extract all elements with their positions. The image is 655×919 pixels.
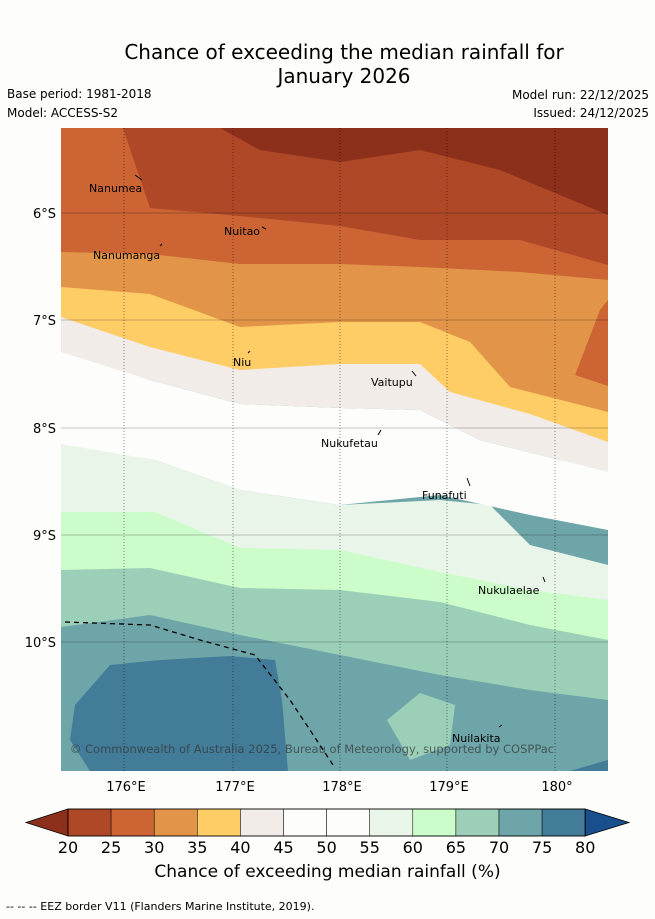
place-label-nukufetau: Nukufetau: [321, 437, 378, 450]
title-line-2: January 2026: [277, 64, 411, 88]
colorbar-segment: [283, 808, 327, 837]
contour-band-75-80: [70, 656, 288, 771]
longitude-label: 177°E: [215, 780, 255, 795]
chart-title: Chance of exceeding the median rainfall …: [0, 40, 655, 88]
latitude-label: 10°S: [25, 636, 56, 651]
latitude-label: 9°S: [33, 529, 56, 544]
colorbar-tick-label: 50: [316, 838, 336, 857]
colorbar-tick-label: 75: [532, 838, 552, 857]
colorbar-tick-label: 25: [101, 838, 121, 857]
colorbar-segment: [326, 808, 370, 837]
contour-band-30-35: [61, 250, 608, 412]
island-mark: [542, 576, 546, 583]
colorbar-segment: [110, 808, 155, 837]
contour-band-65-70: [61, 566, 608, 700]
island-mark: [466, 477, 471, 487]
colorbar-segment: [412, 808, 457, 837]
model-run: Model run: 22/12/2025: [511, 88, 649, 102]
colorbar-tick-label: 30: [144, 838, 164, 857]
colorbar-segment: [498, 808, 543, 837]
base-period: Base period: 1981-2018: [7, 87, 152, 101]
graticule: [61, 128, 608, 771]
issued-date: Issued: 24/12/2025: [533, 106, 649, 120]
contour-band-40-45: [61, 315, 608, 472]
latitude-label: 6°S: [33, 207, 56, 222]
colorbar-tick-label: 45: [273, 838, 293, 857]
colorbar-tick-label: 20: [58, 838, 78, 857]
island-mark: [411, 370, 417, 377]
place-label-nanumanga: Nanumanga: [93, 249, 160, 262]
longitude-label: 178°E: [322, 780, 362, 795]
place-label-nuitao: Nuitao: [224, 225, 260, 238]
island-marks: [134, 174, 546, 728]
place-label-nukulaelae: Nukulaelae: [478, 584, 540, 597]
contour-band-75-80-corner: [570, 760, 608, 771]
colorbar-tick-label: 60: [403, 838, 423, 857]
contour-band-35-40: [61, 285, 608, 442]
axis-labels: 6°S 7°S 8°S 9°S 10°S 176°E 177°E 178°E 179°E 180°: [25, 207, 573, 795]
colorbar-tick-label: 55: [360, 838, 380, 857]
eez-border: [64, 621, 336, 769]
contour-fills: [61, 128, 608, 771]
colorbar-segment: [153, 808, 198, 837]
longitude-label: 180°: [541, 780, 572, 795]
latitude-label: 8°S: [33, 422, 56, 437]
colorbar-segment: [369, 808, 414, 837]
place-label-niu: Niu: [233, 356, 251, 369]
colorbar-outline: [67, 808, 586, 837]
model-name: Model: ACCESS-S2: [7, 106, 119, 120]
place-label-funafuti: Funafuti: [422, 489, 467, 502]
colorbar-segment: [197, 808, 241, 837]
longitude-label: 179°E: [429, 780, 469, 795]
island-mark: [498, 724, 503, 728]
colorbar-tick-label: 65: [446, 838, 466, 857]
island-mark: [134, 174, 143, 181]
title-line-1: Chance of exceeding the median rainfall …: [124, 40, 564, 64]
colorbar-segment: [240, 808, 284, 837]
colorbar-tick-label: 80: [575, 838, 595, 857]
copyright-notice: © Commonwealth of Australia 2025, Bureau…: [70, 742, 554, 756]
place-label-nuilakita: Nuilakita: [452, 732, 501, 745]
colorbar: 20 25 30 35 40 45 50 55 60 65 70 75 80: [24, 808, 631, 857]
contour-band-25-30-east: [575, 300, 608, 386]
colorbar-tick-label: 40: [230, 838, 250, 857]
place-labels: Nanumea Nuitao Nanumanga Niu Vaitupu Nukufeta…: [89, 182, 540, 745]
colorbar-extend-low: [24, 808, 69, 837]
colorbar-tick-label: 35: [187, 838, 207, 857]
colorbar-segment: [455, 808, 500, 837]
colorbar-segment: [67, 808, 112, 837]
contour-band-45-55: [61, 350, 608, 530]
longitude-label: 176°E: [106, 780, 146, 795]
place-label-vaitupu: Vaitupu: [371, 376, 413, 389]
place-label-nanumea: Nanumea: [89, 182, 142, 195]
contour-band-below-20: [220, 128, 608, 215]
latitude-label: 7°S: [33, 314, 56, 329]
island-mark: [159, 243, 163, 247]
island-mark: [377, 429, 382, 436]
island-mark: [247, 350, 251, 354]
colorbar-extend-high: [584, 808, 631, 837]
contour-band-65-70-island: [387, 693, 455, 760]
island-mark: [261, 226, 267, 230]
colorbar-label: Chance of exceeding median rainfall (%): [154, 862, 501, 882]
colorbar-tick-label: 70: [489, 838, 509, 857]
colorbar-segment: [541, 808, 586, 837]
eez-legend: -- -- -- EEZ border V11 (Flanders Marine…: [6, 900, 315, 913]
contour-band-55-60: [61, 442, 608, 600]
contour-band-60-65: [61, 510, 608, 640]
